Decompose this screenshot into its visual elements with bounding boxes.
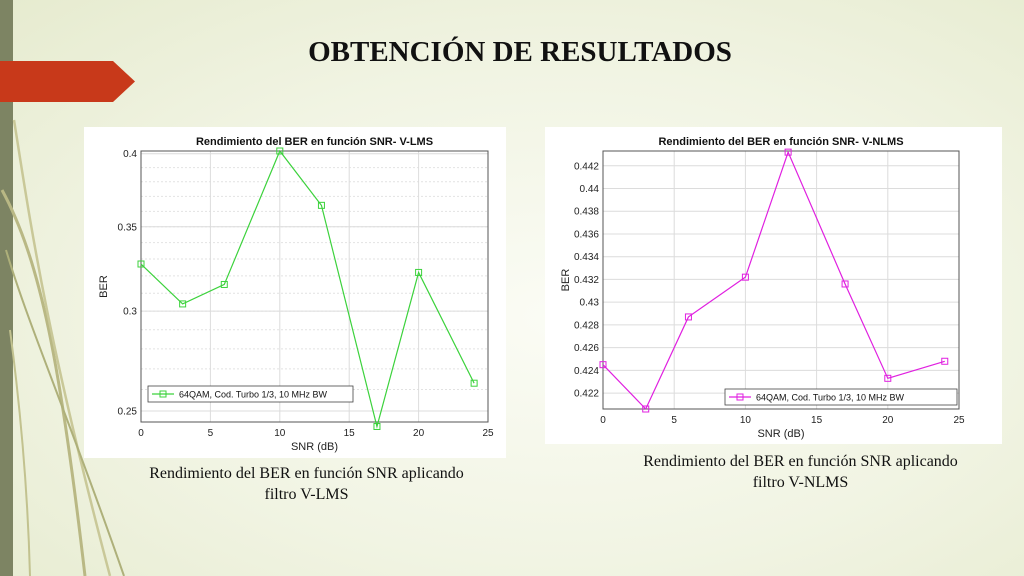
x-tick-label: 0: [600, 415, 606, 426]
caption-v-lms-line2: filtro V-LMS: [264, 486, 349, 503]
left-accent-bar: [0, 0, 13, 576]
legend-marker: [736, 393, 744, 401]
x-tick-label: 15: [811, 415, 823, 426]
y-tick-label: 0.432: [574, 275, 599, 286]
y-tick-label: 0.428: [574, 320, 599, 331]
legend-marker: [159, 390, 167, 398]
x-tick-label: 0: [138, 428, 144, 439]
y-tick-label: 0.442: [574, 161, 599, 172]
data-point-marker: [741, 273, 749, 281]
data-point-marker: [884, 374, 892, 382]
chart-v-nlms-svg: 0 5 10 15 20 25 0.422 0.424 0.426 0.428 0.43 0.432 0…: [560, 136, 965, 440]
chart-title: Rendimiento del BER en función SNR- V-NL…: [658, 136, 903, 148]
data-point-marker: [599, 361, 607, 369]
legend-box: [724, 388, 958, 406]
y-tick-label: 0.434: [574, 252, 599, 263]
y-tick-label: 0.424: [574, 366, 599, 377]
chart-v-nlms: 0 5 10 15 20 25 0.422 0.424 0.426 0.428 0.43 0.432 0…: [545, 127, 1002, 444]
data-point-marker: [941, 357, 949, 365]
x-axis-label: SNR (dB): [291, 441, 338, 453]
data-point-marker: [470, 379, 478, 387]
title-arrow-shape: [0, 61, 135, 102]
y-axis-label: BER: [98, 275, 110, 298]
x-tick-label: 5: [671, 415, 677, 426]
x-tick-label: 25: [953, 415, 965, 426]
caption-v-lms: Rendimiento del BER en función SNR aplic…: [124, 463, 489, 505]
y-tick-label: 0.35: [118, 222, 138, 233]
data-point-marker: [415, 268, 423, 276]
series-line: [602, 150, 945, 411]
caption-v-nlms-line1: Rendimiento del BER en función SNR aplic…: [643, 453, 958, 470]
legend-box: [147, 385, 354, 403]
chart-v-lms: 0 5 10 15 20 25 0.25 0.3 0.35 0.4 Rendimiento del …: [84, 127, 506, 458]
y-axis-label: BER: [560, 269, 572, 292]
x-tick-label: 5: [208, 428, 214, 439]
y-tick-label: 0.25: [118, 406, 138, 417]
data-point-marker: [784, 148, 792, 156]
plot-frame: [602, 150, 960, 410]
y-tick-label: 0.4: [123, 149, 137, 160]
series-line: [140, 149, 475, 429]
page-title: OBTENCIÓN DE RESULTADOS: [308, 36, 732, 68]
y-tick-label: 0.3: [123, 307, 137, 318]
y-tick-label: 0.438: [574, 207, 599, 218]
data-point-marker: [642, 405, 650, 413]
y-tick-label: 0.436: [574, 229, 599, 240]
caption-v-nlms-line2: filtro V-NLMS: [752, 474, 849, 491]
x-tick-label: 10: [740, 415, 752, 426]
decorative-vine: [0, 119, 125, 576]
data-point-marker: [276, 147, 284, 155]
data-point-marker: [137, 260, 145, 268]
chart-title: Rendimiento del BER en función SNR- V-LM…: [196, 136, 433, 148]
caption-v-nlms: Rendimiento del BER en función SNR aplic…: [618, 451, 983, 493]
data-point-marker: [841, 280, 849, 288]
caption-v-lms-line1: Rendimiento del BER en función SNR aplic…: [149, 465, 464, 482]
plot-area: [603, 151, 959, 409]
data-point-marker: [373, 422, 381, 430]
legend-label: 64QAM, Cod. Turbo 1/3, 10 MHz BW: [179, 390, 328, 400]
plot-area: [141, 151, 488, 422]
y-tick-label: 0.422: [574, 389, 599, 400]
x-tick-label: 20: [882, 415, 894, 426]
chart-v-lms-svg: 0 5 10 15 20 25 0.25 0.3 0.35 0.4 Rendimiento del …: [98, 136, 494, 453]
x-axis-label: SNR (dB): [757, 428, 804, 440]
x-tick-label: 10: [274, 428, 286, 439]
x-tick-label: 25: [482, 428, 494, 439]
y-tick-label: 0.43: [580, 298, 600, 309]
data-point-marker: [179, 300, 187, 308]
y-tick-label: 0.426: [574, 343, 599, 354]
x-tick-label: 20: [413, 428, 425, 439]
data-point-marker: [317, 201, 325, 209]
x-tick-label: 15: [344, 428, 356, 439]
data-point-marker: [684, 313, 692, 321]
y-tick-label: 0.44: [580, 184, 600, 195]
legend-label: 64QAM, Cod. Turbo 1/3, 10 MHz BW: [756, 393, 905, 403]
plot-frame: [140, 150, 489, 423]
data-point-marker: [220, 280, 228, 288]
